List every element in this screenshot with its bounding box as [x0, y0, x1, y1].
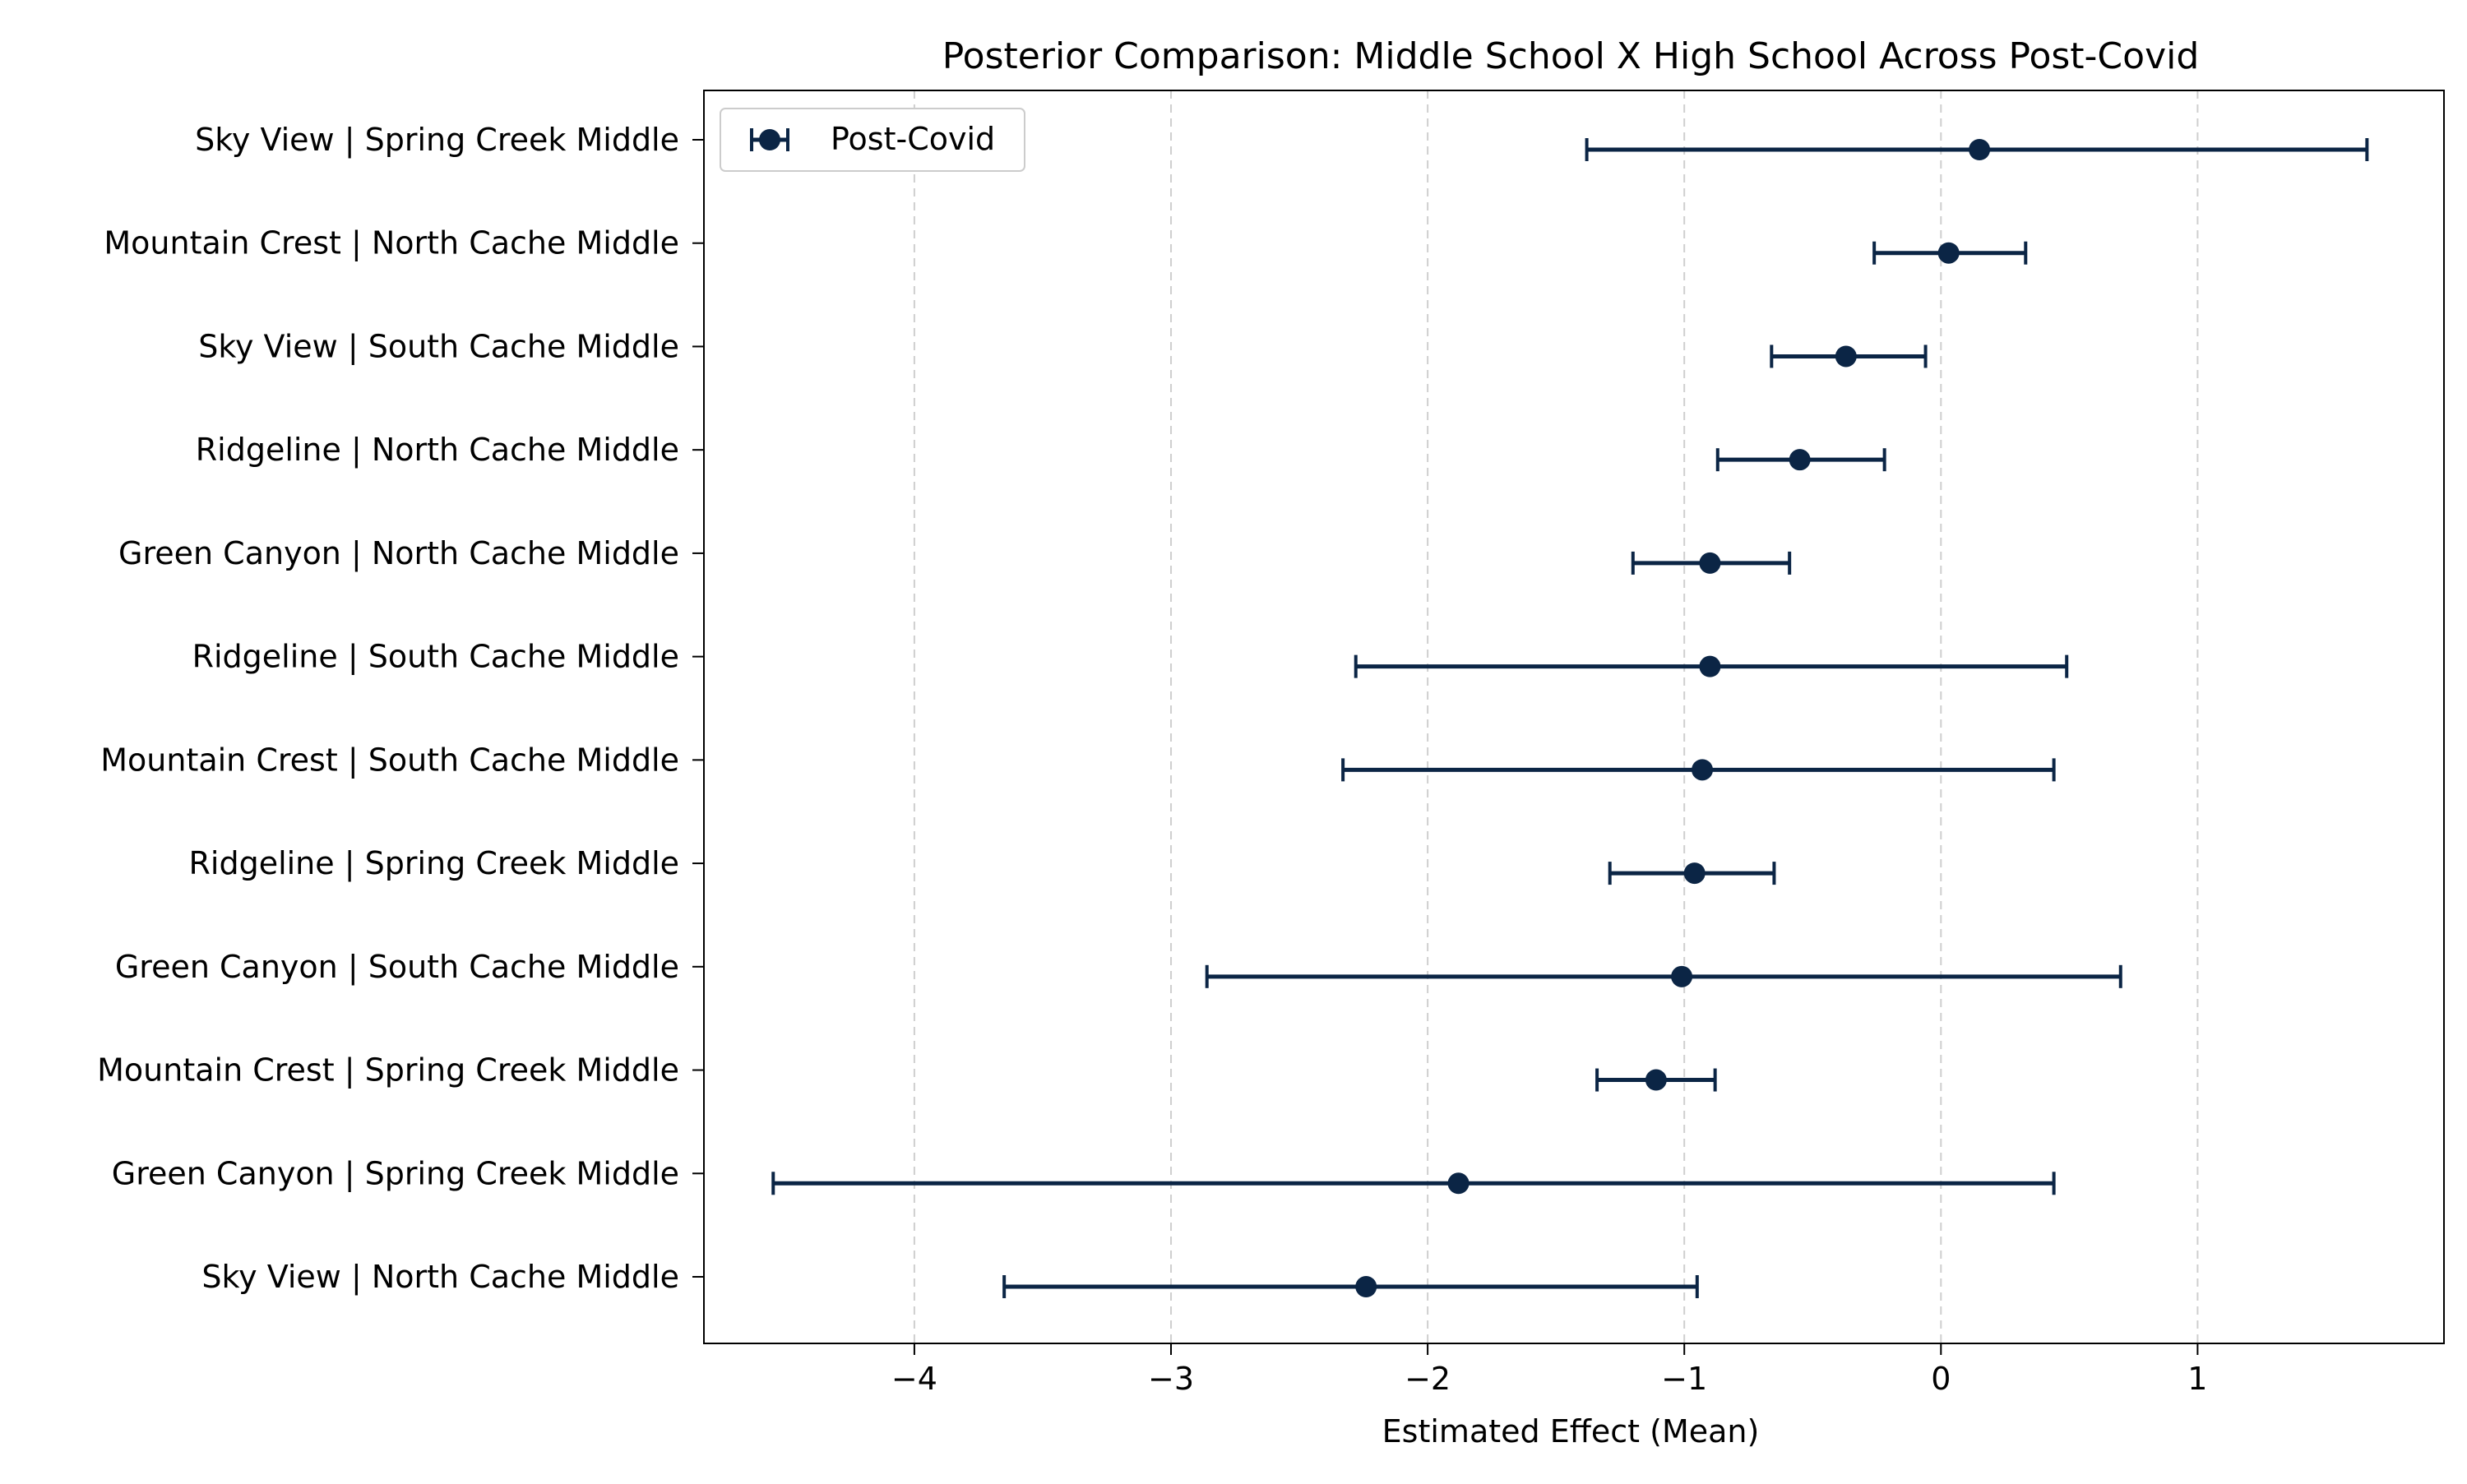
mean-point	[1645, 1069, 1667, 1091]
x-tick-label: −4	[891, 1361, 937, 1397]
y-tick-label: Green Canyon | North Cache Middle	[118, 535, 679, 572]
x-tick-label: −3	[1148, 1361, 1194, 1397]
chart-title: Posterior Comparison: Middle School X Hi…	[942, 35, 2200, 77]
x-axis-label: Estimated Effect (Mean)	[1382, 1413, 1760, 1449]
y-tick-label: Green Canyon | South Cache Middle	[115, 949, 679, 986]
x-tick-label: 0	[1931, 1361, 1951, 1397]
mean-point	[1789, 449, 1811, 471]
y-tick-label: Sky View | South Cache Middle	[198, 328, 679, 365]
legend-box	[720, 108, 1025, 172]
mean-point	[1355, 1276, 1377, 1297]
mean-point	[1699, 655, 1721, 677]
mean-point	[1835, 345, 1857, 368]
mean-point	[1969, 139, 1991, 160]
legend-marker-dot	[759, 129, 780, 150]
y-tick-label: Mountain Crest | North Cache Middle	[104, 225, 679, 262]
y-tick-label: Sky View | North Cache Middle	[201, 1259, 679, 1296]
mean-point	[1937, 242, 1960, 264]
y-tick-label: Ridgeline | South Cache Middle	[192, 639, 679, 676]
y-tick-label: Sky View | Spring Creek Middle	[195, 122, 679, 159]
mean-point	[1447, 1172, 1470, 1195]
mean-point	[1671, 965, 1693, 987]
plot-frame	[703, 90, 2445, 1344]
x-tick-label: −1	[1661, 1361, 1707, 1397]
legend-marker	[750, 128, 789, 151]
legend-label-post-covid: Post-Covid	[831, 121, 995, 157]
data-layer	[771, 138, 2369, 1298]
y-tick-label: Ridgeline | Spring Creek Middle	[188, 845, 679, 882]
y-tick-label: Mountain Crest | South Cache Middle	[100, 742, 679, 779]
x-tick-label: 1	[2187, 1361, 2207, 1397]
y-tick-label: Green Canyon | Spring Creek Middle	[112, 1155, 679, 1192]
mean-point	[1683, 862, 1706, 885]
x-tick-label: −2	[1405, 1361, 1451, 1397]
mean-point	[1692, 759, 1714, 781]
mean-point	[1699, 552, 1721, 574]
y-tick-label: Ridgeline | North Cache Middle	[196, 432, 679, 469]
axis-layer: −4 −3 −2 −1 0 1 Sky View | Spring Creek Middle…	[97, 122, 2207, 1397]
legend: Post-Covid	[720, 108, 1025, 172]
y-tick-label: Mountain Crest | Spring Creek Middle	[97, 1052, 679, 1089]
